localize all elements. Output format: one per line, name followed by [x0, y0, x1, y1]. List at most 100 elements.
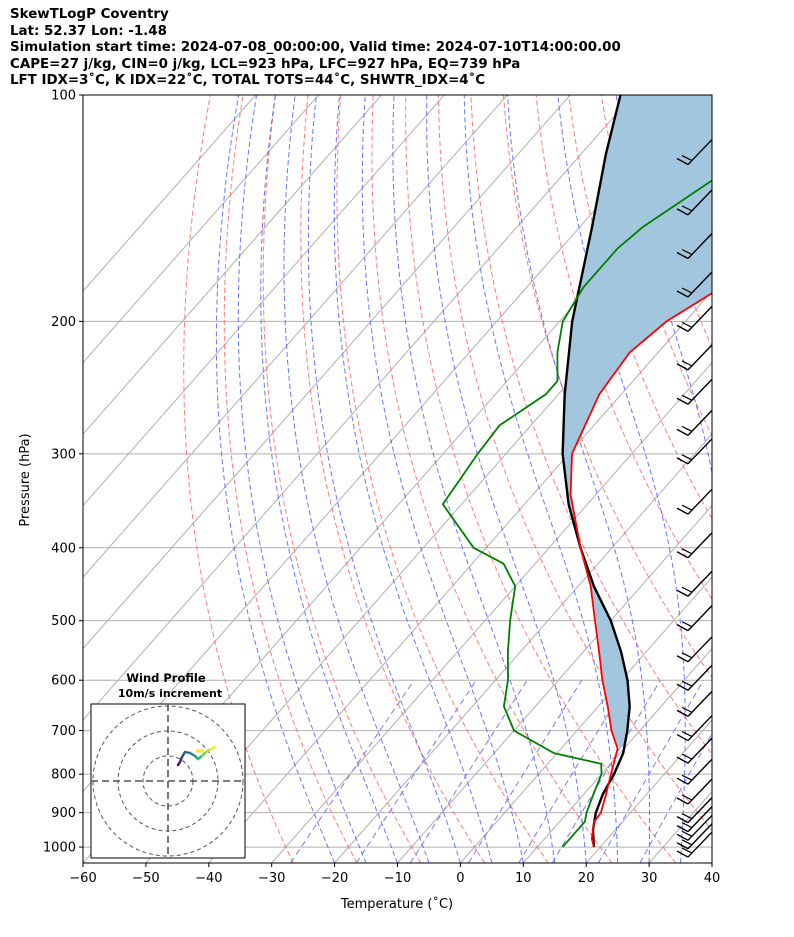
header-location: Lat: 52.37 Lon: -1.48: [10, 23, 167, 39]
dry-adiabat-line: [600, 95, 712, 437]
moist-adiabat-line: [333, 95, 493, 863]
profile-lines: [441, 95, 712, 848]
dry-adiabat-line: [470, 95, 712, 755]
y-axis-label: Pressure (hPa): [18, 433, 33, 526]
wind-barb-flag: [676, 709, 689, 717]
y-tick-label: 600: [51, 674, 76, 689]
x-tick-label: 40: [704, 871, 721, 886]
wind-barb-flag: [681, 706, 693, 713]
wind-barb-flag: [681, 586, 693, 593]
mixing-ratio-lines: [290, 679, 712, 863]
dry-adiabat-line: [764, 95, 794, 863]
mixing-ratio-line: [518, 679, 630, 863]
wind-barb-flag: [676, 756, 689, 764]
wind-barb-flag: [676, 457, 689, 465]
x-tick-label: −30: [258, 871, 285, 886]
wind-barb-flag: [681, 830, 693, 837]
hodograph-trace-segment: [209, 745, 217, 751]
wind-barb-flag: [681, 155, 693, 162]
isotherm-line: [397, 504, 712, 863]
isotherm-line: [83, 95, 508, 578]
wind-barb-flag: [676, 655, 689, 663]
moist-adiabat-line: [426, 95, 587, 863]
wind-barb-flag: [676, 733, 689, 742]
x-tick-label: −50: [132, 871, 159, 886]
x-axis-label: Temperature (˚C): [340, 896, 453, 912]
wind-barb-flag: [676, 589, 689, 597]
wind-barb-flag: [676, 624, 689, 632]
wind-barbs: [676, 139, 713, 858]
y-tick-label: 200: [51, 315, 76, 330]
wind-barb-flag: [681, 321, 693, 328]
isotherm-line: [460, 576, 712, 863]
header-stability-indices: LFT IDX=3˚C, K IDX=22˚C, TOTAL TOTS=44˚C…: [10, 73, 486, 89]
wind-barb-flag: [676, 842, 689, 850]
wind-barb-flag: [676, 797, 689, 805]
wind-barb-flag: [676, 777, 689, 785]
y-axis-ticks: 100 200 300 400 500 600 700 800 900 1000: [43, 89, 83, 856]
x-tick-label: −20: [321, 871, 348, 886]
wind-barb-flag: [676, 363, 689, 371]
x-tick-label: 0: [456, 871, 464, 886]
wind-barb-flag: [676, 833, 689, 841]
isotherm-line: [83, 95, 319, 364]
wind-barb-flag: [681, 248, 693, 256]
dry-adiabats: [183, 95, 794, 863]
wind-barb-flag: [681, 680, 693, 687]
wind-barb-flag: [681, 548, 693, 555]
isotherm-line: [271, 361, 712, 863]
x-tick-label: −60: [69, 871, 96, 886]
header-block: SkewTLogP Coventry Lat: 52.37 Lon: -1.48…: [10, 7, 621, 90]
isotherm-line: [83, 95, 445, 507]
x-tick-label: −40: [195, 871, 222, 886]
wind-barb-flag: [681, 753, 693, 760]
mixing-ratio-line: [468, 679, 583, 863]
dry-adiabat-line: [535, 95, 712, 600]
moist-adiabat-line: [307, 95, 461, 863]
isotherm-line: [83, 95, 571, 650]
wind-barb-flag: [676, 208, 689, 216]
temperature-line: [569, 292, 712, 848]
isotherm-line: [83, 95, 634, 721]
dry-adiabat-line: [371, 95, 613, 863]
header-times: Simulation start time: 2024-07-08_00:00:…: [10, 40, 621, 56]
x-tick-label: 20: [578, 871, 595, 886]
wind-barb-flag: [676, 428, 689, 437]
isotherm-line: [711, 862, 712, 863]
isotherm-lines: [83, 95, 712, 863]
dry-adiabat-line: [183, 95, 294, 863]
wind-barb-flag: [681, 794, 693, 801]
isotherm-line: [83, 95, 382, 435]
wind-barb-flag: [681, 621, 693, 628]
wind-barb-flag: [681, 287, 693, 294]
wind-barb-flag: [676, 290, 689, 298]
wind-barb-flag: [681, 774, 693, 781]
dry-adiabat-line: [262, 95, 422, 863]
wind-barb-flag: [681, 454, 693, 461]
moist-adiabat-line: [557, 95, 686, 863]
dry-adiabat-line: [698, 95, 712, 146]
hodograph-inset: Wind Profile 10m/s increment: [90, 671, 246, 859]
y-tick-label: 300: [51, 447, 76, 462]
wind-barb-flag: [681, 504, 693, 511]
wind-barb-flag: [676, 824, 689, 833]
x-tick-label: 10: [515, 871, 532, 886]
wind-barb-flag: [681, 652, 693, 659]
moist-adiabat-line: [260, 95, 398, 863]
wind-barb-flag: [676, 397, 689, 405]
wind-barb-flag: [681, 360, 693, 367]
moist-adiabat-line: [215, 95, 336, 863]
header-cape-indices: CAPE=27 j/kg, CIN=0 j/kg, LCL=923 hPa, L…: [10, 56, 521, 72]
isotherm-line: [208, 290, 712, 863]
dry-adiabat-line: [336, 95, 549, 863]
mixing-ratio-line: [597, 679, 704, 863]
wind-barb-flag: [681, 839, 693, 846]
wind-barb-flag: [676, 683, 689, 691]
dry-adiabat-line: [223, 95, 358, 863]
wind-barb-flag: [676, 551, 689, 559]
dry-adiabat-line: [732, 95, 794, 863]
isotherm-line: [334, 433, 712, 863]
wind-barb-flag: [681, 205, 693, 212]
wind-barb-flag: [676, 507, 689, 515]
dry-adiabat-line: [405, 95, 677, 863]
